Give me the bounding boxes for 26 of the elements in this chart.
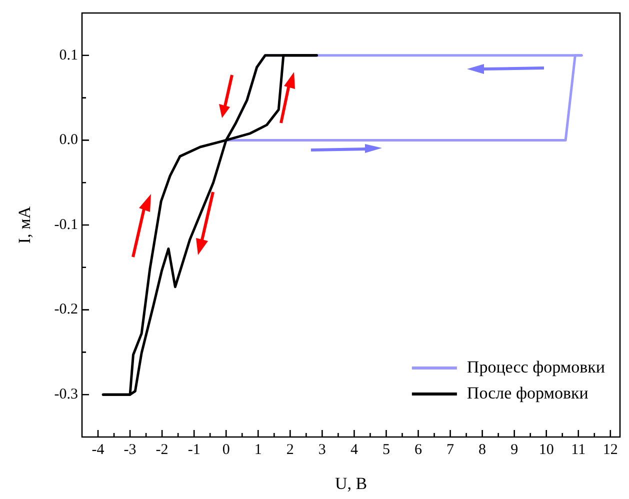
x-tick-label: -2 bbox=[156, 442, 168, 458]
x-axis-title: U, В bbox=[334, 474, 368, 493]
x-tick-label: 0 bbox=[222, 442, 230, 458]
x-tick-label: 5 bbox=[382, 442, 390, 458]
x-tick-label: 2 bbox=[286, 442, 294, 458]
x-tick-label: 4 bbox=[350, 442, 358, 458]
x-tick-label: 6 bbox=[414, 442, 422, 458]
x-tick-label: -3 bbox=[124, 442, 136, 458]
x-tick-label: -1 bbox=[188, 442, 200, 458]
x-tick-label: 8 bbox=[478, 442, 486, 458]
x-tick-label: 3 bbox=[318, 442, 326, 458]
x-tick-label: 1 bbox=[254, 442, 262, 458]
y-tick-label: -0.3 bbox=[54, 386, 78, 403]
y-tick-label: -0.2 bbox=[54, 302, 78, 318]
x-tick-label: 11 bbox=[571, 442, 586, 458]
x-tick-label: -4 bbox=[92, 442, 105, 458]
x-tick-label: 10 bbox=[538, 442, 554, 458]
y-tick-label: 0.0 bbox=[59, 132, 78, 148]
y-tick-label: -0.1 bbox=[54, 216, 78, 233]
y-tick-label: 0.1 bbox=[59, 47, 78, 64]
legend-label: Процесс формовки bbox=[466, 357, 606, 376]
y-axis-title: I, мА bbox=[15, 206, 34, 244]
x-tick-label: 7 bbox=[446, 442, 455, 458]
legend-label: После формовки bbox=[466, 383, 588, 402]
x-tick-label: 12 bbox=[602, 442, 618, 458]
x-tick-label: 9 bbox=[510, 442, 518, 458]
